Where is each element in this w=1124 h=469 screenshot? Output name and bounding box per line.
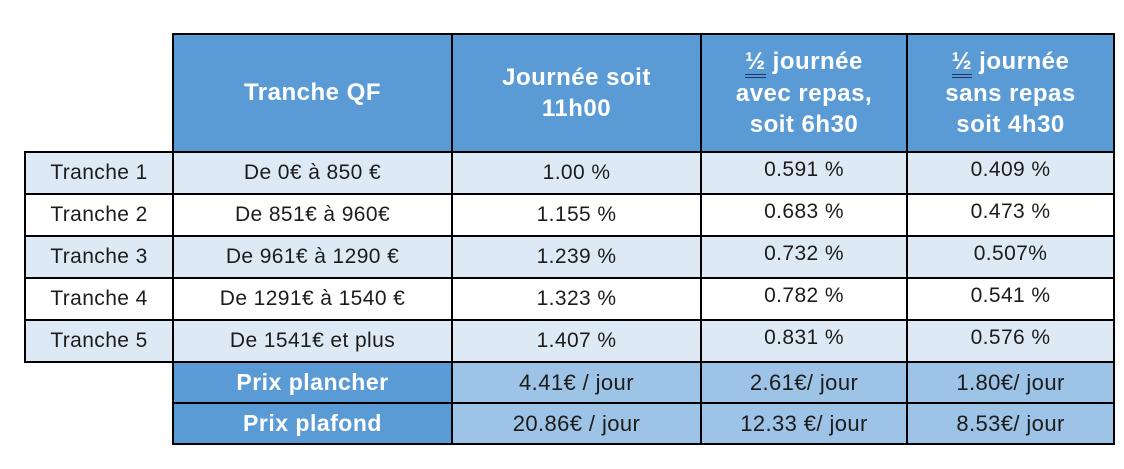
col-header-line-rest: journée: [979, 47, 1070, 75]
table-row-tranche-5: Tranche 5 De 1541€ et plus 1.407 % 0.831…: [24, 319, 1115, 363]
half-fraction-glyph: ½: [951, 49, 973, 78]
table-row-tranche-4: Tranche 4 De 1291€ à 1540 € 1.323 % 0.78…: [24, 277, 1115, 321]
tarifs-table: Tranche QF Journée soit 11h00 ½ journée a…: [24, 33, 1115, 445]
journee-rate-cell: 1.407 %: [451, 319, 702, 363]
demi-avec-rate-cell: 0.732 %: [700, 235, 908, 279]
journee-rate-cell: 1.155 %: [451, 193, 702, 237]
demi-avec-rate-cell: 0.831 %: [700, 319, 908, 363]
qf-range-cell: De 1291€ à 1540 €: [172, 277, 453, 321]
header-row: Tranche QF Journée soit 11h00 ½ journée a…: [25, 33, 1115, 153]
row-label-cell: Tranche 5: [24, 319, 174, 363]
footer-label-cell: Prix plafond: [172, 402, 453, 445]
journee-rate-cell: 1.239 %: [451, 235, 702, 279]
footer-journee-price-cell: 20.86€ / jour: [451, 402, 702, 445]
col-header-tranche-qf: Tranche QF: [172, 33, 453, 153]
footer-empty-cell: [25, 362, 173, 403]
footer-demi-avec-price-cell: 12.33 €/ jour: [700, 402, 908, 445]
qf-range-cell: De 0€ à 850 €: [172, 151, 453, 195]
table-row-tranche-3: Tranche 3 De 961€ à 1290 € 1.239 % 0.732…: [24, 235, 1115, 279]
row-label-cell: Tranche 3: [24, 235, 174, 279]
footer-journee-price-cell: 4.41€ / jour: [451, 361, 702, 404]
col-header-journee: Journée soit 11h00: [451, 33, 702, 153]
row-label-cell: Tranche 4: [24, 277, 174, 321]
col-header-line-rest: journée: [772, 47, 863, 75]
footer-empty-cell: [25, 403, 173, 444]
table-row-prix-plafond: Prix plafond 20.86€ / jour 12.33 €/ jour…: [25, 402, 1115, 445]
col-header-line: avec repas,: [735, 79, 873, 107]
journee-rate-cell: 1.00 %: [451, 151, 702, 195]
footer-demi-sans-price-cell: 1.80€/ jour: [906, 361, 1115, 404]
demi-avec-rate-cell: 0.591 %: [700, 151, 908, 195]
demi-sans-rate-cell: 0.473 %: [906, 193, 1115, 237]
row-label-cell: Tranche 1: [24, 151, 174, 195]
col-header-line: ½ journée: [909, 46, 1112, 78]
demi-sans-rate-cell: 0.541 %: [906, 277, 1115, 321]
col-header-demi-sans-repas: ½ journée sans repas soit 4h30: [906, 33, 1115, 153]
demi-sans-rate-cell: 0.409 %: [906, 151, 1115, 195]
col-header-line: soit 4h30: [956, 111, 1065, 139]
qf-range-cell: De 961€ à 1290 €: [172, 235, 453, 279]
demi-sans-rate-cell: 0.576 %: [906, 319, 1115, 363]
journee-rate-cell: 1.323 %: [451, 277, 702, 321]
table-row-tranche-2: Tranche 2 De 851€ à 960€ 1.155 % 0.683 %…: [24, 193, 1115, 237]
col-header-demi-avec-repas: ½ journée avec repas, soit 6h30: [700, 33, 908, 153]
footer-demi-sans-price-cell: 8.53€/ jour: [906, 402, 1115, 445]
footer-demi-avec-price-cell: 2.61€/ jour: [700, 361, 908, 404]
col-header-line: 11h00: [541, 95, 612, 122]
row-label-cell: Tranche 2: [24, 193, 174, 237]
demi-avec-rate-cell: 0.683 %: [700, 193, 908, 237]
col-header-line: soit 6h30: [749, 111, 859, 139]
col-header-line: sans repas: [945, 79, 1076, 107]
col-header-line: Journée soit: [502, 63, 651, 91]
col-header-line: ½ journée: [703, 46, 905, 78]
table-row-prix-plancher: Prix plancher 4.41€ / jour 2.61€/ jour 1…: [25, 361, 1115, 404]
qf-range-cell: De 1541€ et plus: [172, 319, 453, 363]
demi-avec-rate-cell: 0.782 %: [700, 277, 908, 321]
corner-empty-cell: [25, 34, 173, 152]
demi-sans-rate-cell: 0.507%: [906, 235, 1115, 279]
table-row-tranche-1: Tranche 1 De 0€ à 850 € 1.00 % 0.591 % 0…: [24, 151, 1115, 195]
half-fraction-glyph: ½: [745, 49, 766, 78]
qf-range-cell: De 851€ à 960€: [172, 193, 453, 237]
col-header-label: Tranche QF: [243, 79, 382, 107]
footer-label-cell: Prix plancher: [172, 361, 453, 404]
